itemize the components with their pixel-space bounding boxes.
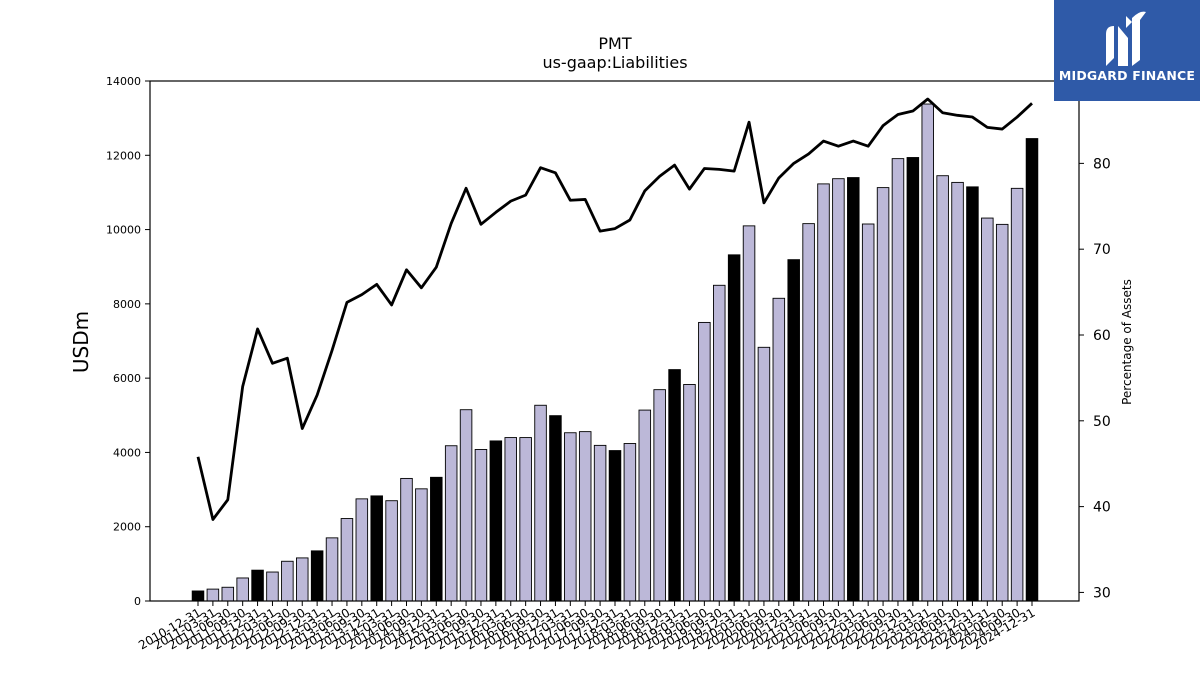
bar-2011-12-31	[251, 569, 264, 602]
y2-axis-ticks: 30 40 50 60 70 80	[1079, 156, 1111, 601]
y-tick-label: 8000	[113, 298, 141, 311]
bar-2016-12-31	[549, 415, 562, 602]
bar-2012-12-31	[310, 550, 324, 602]
bar-2013-09-30	[355, 498, 369, 602]
bar-2020-09-30	[772, 297, 786, 602]
bar-2018-12-31	[668, 369, 681, 602]
bar-2024-03-31	[981, 217, 994, 602]
bar-2021-12-31	[847, 177, 860, 602]
y-tick-label: 0	[134, 595, 141, 608]
bar-2019-06-30	[698, 321, 711, 602]
chart-title: PMT	[598, 34, 631, 53]
y-tick-label: 14000	[106, 75, 141, 88]
bar-2024-09-30	[1010, 187, 1024, 602]
bar-2012-09-30	[296, 557, 309, 602]
y-tick-label: 6000	[113, 372, 141, 385]
bar-2015-03-31	[444, 445, 458, 602]
y2-axis-label: Percentage of Assets	[1120, 279, 1134, 405]
bar-2020-03-31	[742, 225, 756, 602]
bar-2021-09-30	[832, 178, 845, 602]
brand-logo-text: MIDGARD FINANCE	[1058, 68, 1196, 83]
bar-2023-09-30	[951, 181, 964, 602]
bar-2018-06-30	[638, 409, 652, 602]
bar-2023-06-30	[936, 175, 949, 602]
bar-2015-06-30	[459, 409, 473, 602]
y-tick-label: 12000	[106, 149, 141, 162]
bar-2022-12-31	[906, 157, 920, 602]
percentage-of-assets-line	[196, 97, 1033, 521]
bar-2016-09-30	[534, 404, 547, 602]
bar-2019-03-31	[683, 384, 696, 602]
midgard-finance-logo-icon	[1106, 11, 1146, 67]
y2-tick-label: 80	[1093, 156, 1111, 172]
bar-2022-06-30	[876, 187, 890, 602]
bar-2012-06-30	[281, 560, 294, 602]
bar-2017-06-30	[578, 431, 592, 602]
bar-2014-06-30	[400, 477, 413, 602]
bar-2018-03-31	[623, 443, 637, 602]
bar-2021-03-31	[802, 223, 815, 602]
bar-2013-03-31	[325, 537, 339, 602]
y-axis-label: USDm	[69, 311, 93, 373]
chart-subtitle: us-gaap:Liabilities	[542, 53, 687, 72]
bar-2016-06-30	[519, 437, 532, 602]
bar-2023-03-31	[921, 103, 935, 602]
bar-2022-09-30	[891, 158, 905, 602]
bar-2013-06-30	[340, 518, 354, 602]
bar-2014-12-31	[430, 476, 443, 602]
y2-tick-label: 40	[1093, 500, 1111, 516]
bar-2017-03-31	[564, 432, 577, 602]
bar-2022-03-31	[861, 223, 875, 602]
bar-2024-12-31	[1025, 138, 1039, 602]
bar-2015-12-31	[489, 440, 503, 602]
bar-2020-12-31	[787, 259, 800, 602]
bar-2019-09-30	[713, 284, 726, 602]
y-axis-ticks: 0 2000 4000 6000 8000 10000 12000 14000	[106, 75, 150, 608]
bar-2017-12-31	[608, 450, 622, 602]
bar-2012-03-31	[266, 571, 279, 602]
y-tick-label: 2000	[113, 521, 141, 534]
x-axis-ticks: 2010-12-312011-03-312011-06-302011-09-30…	[136, 601, 1038, 652]
bar-2014-03-31	[385, 500, 398, 602]
y2-tick-label: 70	[1093, 242, 1111, 258]
bar-2011-03-31	[206, 588, 220, 602]
bar-2013-12-31	[370, 495, 383, 602]
line-layer	[196, 97, 1033, 521]
bar-2021-06-30	[817, 183, 830, 602]
bar-2023-12-31	[966, 186, 979, 602]
bar-2011-09-30	[236, 577, 249, 602]
y2-tick-label: 30	[1093, 585, 1111, 601]
bar-2017-09-30	[593, 444, 607, 602]
y2-tick-label: 50	[1093, 414, 1111, 430]
y2-tick-label: 60	[1093, 328, 1111, 344]
bar-2015-09-30	[474, 449, 488, 602]
brand-logo: MIDGARD FINANCE	[1054, 0, 1200, 101]
bar-2011-06-30	[221, 586, 235, 602]
bar-2024-06-30	[995, 223, 1009, 602]
bar-2019-12-31	[727, 254, 741, 602]
bar-2016-03-31	[504, 437, 518, 602]
bar-2018-09-30	[653, 389, 666, 602]
y-tick-label: 4000	[113, 446, 141, 459]
bar-2020-06-30	[757, 346, 771, 602]
bar-2010-12-31	[191, 590, 205, 602]
bar-2014-09-30	[415, 488, 428, 602]
y-tick-label: 10000	[106, 224, 141, 237]
bars-layer	[191, 103, 1039, 602]
